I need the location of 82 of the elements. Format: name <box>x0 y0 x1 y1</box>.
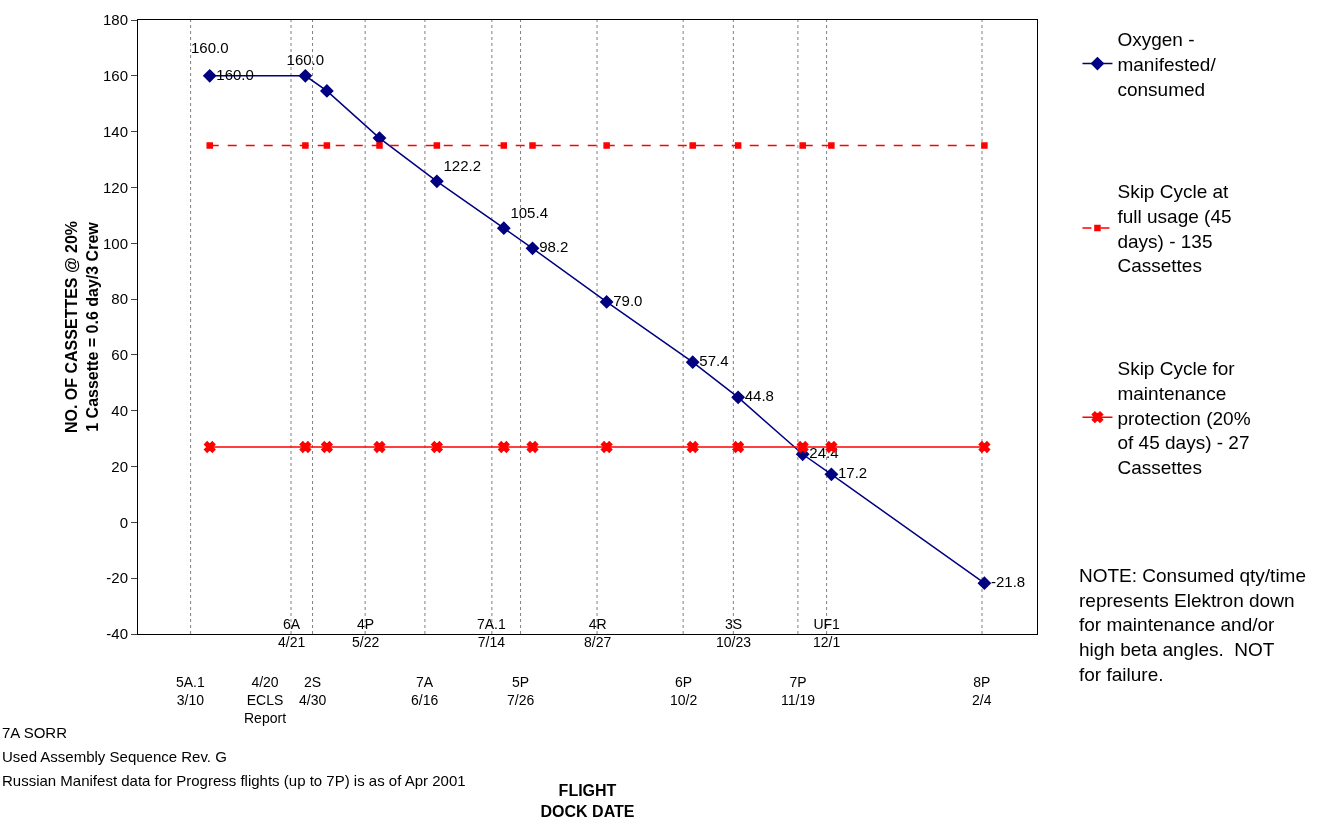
y-tick-label: 100 <box>102 234 128 252</box>
point <box>734 142 742 149</box>
y-tick-label: 140 <box>102 122 128 140</box>
point <box>433 142 441 149</box>
point <box>978 441 991 453</box>
x-axis-title: FLIGHT DOCK DATE <box>540 781 635 820</box>
text: NOTE: Consumed qty/time represents Elektron down for maintenance and/or high beta angles. NOT for failure. <box>1079 565 1307 685</box>
data-label: 17.2 <box>838 464 868 482</box>
point <box>299 441 312 453</box>
point <box>431 441 443 453</box>
data-label: 160.0 <box>286 51 325 69</box>
data-label: 98.2 <box>539 238 569 256</box>
x-tick-label: 4/20 ECLS Report <box>244 674 287 727</box>
data-label: 44.8 <box>744 387 774 405</box>
y-tick-label: 180 <box>102 11 128 29</box>
legend-label: Skip Cycle at full usage (45 days) - 135 Cassettes <box>1117 181 1232 277</box>
point <box>981 142 988 149</box>
y-axis-title: NO. OF CASSETTES @ 20% 1 Cassette = 0.6 day/3 Crew <box>63 220 101 434</box>
point <box>529 142 536 149</box>
y-tick-label: 20 <box>111 457 128 475</box>
point <box>373 441 386 453</box>
ref-line-label: 4R 8/27 <box>584 616 612 651</box>
point <box>206 142 213 149</box>
point <box>686 355 700 369</box>
point <box>430 174 444 188</box>
x-tick-label: 5P 7/26 <box>507 674 535 709</box>
data-label: 57.4 <box>699 351 729 369</box>
point <box>323 142 331 149</box>
y-tick-label: 80 <box>111 290 128 308</box>
ref-line-label: 4P 5/22 <box>352 616 380 651</box>
y-tick-label: 160 <box>102 67 128 85</box>
data-label: 105.4 <box>510 203 548 221</box>
point <box>731 390 745 404</box>
legend-label: Skip Cycle for maintenance protection (20% of 45 days) - 27 Cassettes <box>1117 358 1251 478</box>
point <box>977 576 991 590</box>
point <box>600 441 613 453</box>
y-tick-label: 40 <box>111 401 128 419</box>
point <box>796 441 809 453</box>
point <box>320 84 334 98</box>
point <box>497 221 511 235</box>
point <box>828 142 835 149</box>
text: Used Assembly Sequence Rev. G <box>2 748 227 765</box>
point <box>497 441 510 453</box>
point <box>526 441 539 453</box>
data-label: 122.2 <box>443 156 482 174</box>
point <box>799 142 806 149</box>
ref-line-label: 3S 10/23 <box>716 616 752 651</box>
x-tick-label: 6P 10/2 <box>670 674 698 709</box>
point <box>600 295 614 309</box>
point <box>302 142 309 149</box>
ref-line-label: 6A 4/21 <box>278 616 306 651</box>
point <box>298 69 312 83</box>
y-tick-label: -40 <box>106 625 128 643</box>
y-tick-label: -20 <box>106 569 128 587</box>
x-tick-label: 7P 11/19 <box>781 674 816 709</box>
x-tick-label: 7A 6/16 <box>411 674 439 709</box>
point <box>203 441 216 453</box>
y-tick-label: 120 <box>102 178 128 196</box>
point <box>203 69 217 83</box>
point <box>372 131 387 145</box>
y-tick-label: 0 <box>119 513 128 531</box>
point <box>824 467 838 481</box>
data-label: 79.0 <box>613 291 643 309</box>
point <box>686 441 699 453</box>
point <box>376 142 383 149</box>
legend-label: Oxygen - manifested/ consumed <box>1117 29 1217 100</box>
point <box>525 241 540 255</box>
point <box>500 142 508 149</box>
point <box>689 142 696 149</box>
x-tick-label: 2S 4/30 <box>299 674 327 709</box>
text: Russian Manifest data for Progress flights (up to 7P) is as of Apr 2001 <box>2 772 466 789</box>
x-tick-label: 5A.1 3/10 <box>176 674 206 709</box>
text: 7A SORR <box>2 724 68 741</box>
point <box>732 441 744 453</box>
y-tick-label: 60 <box>111 346 128 364</box>
ref-line-label: 7A.1 7/14 <box>477 616 507 651</box>
data-label: -21.8 <box>991 572 1026 590</box>
point <box>321 441 333 453</box>
point <box>603 142 610 149</box>
ref-line-label: UF1 12/1 <box>813 616 841 651</box>
annotation: 160.0 <box>191 39 229 56</box>
x-tick-label: 8P 2/4 <box>972 674 992 709</box>
